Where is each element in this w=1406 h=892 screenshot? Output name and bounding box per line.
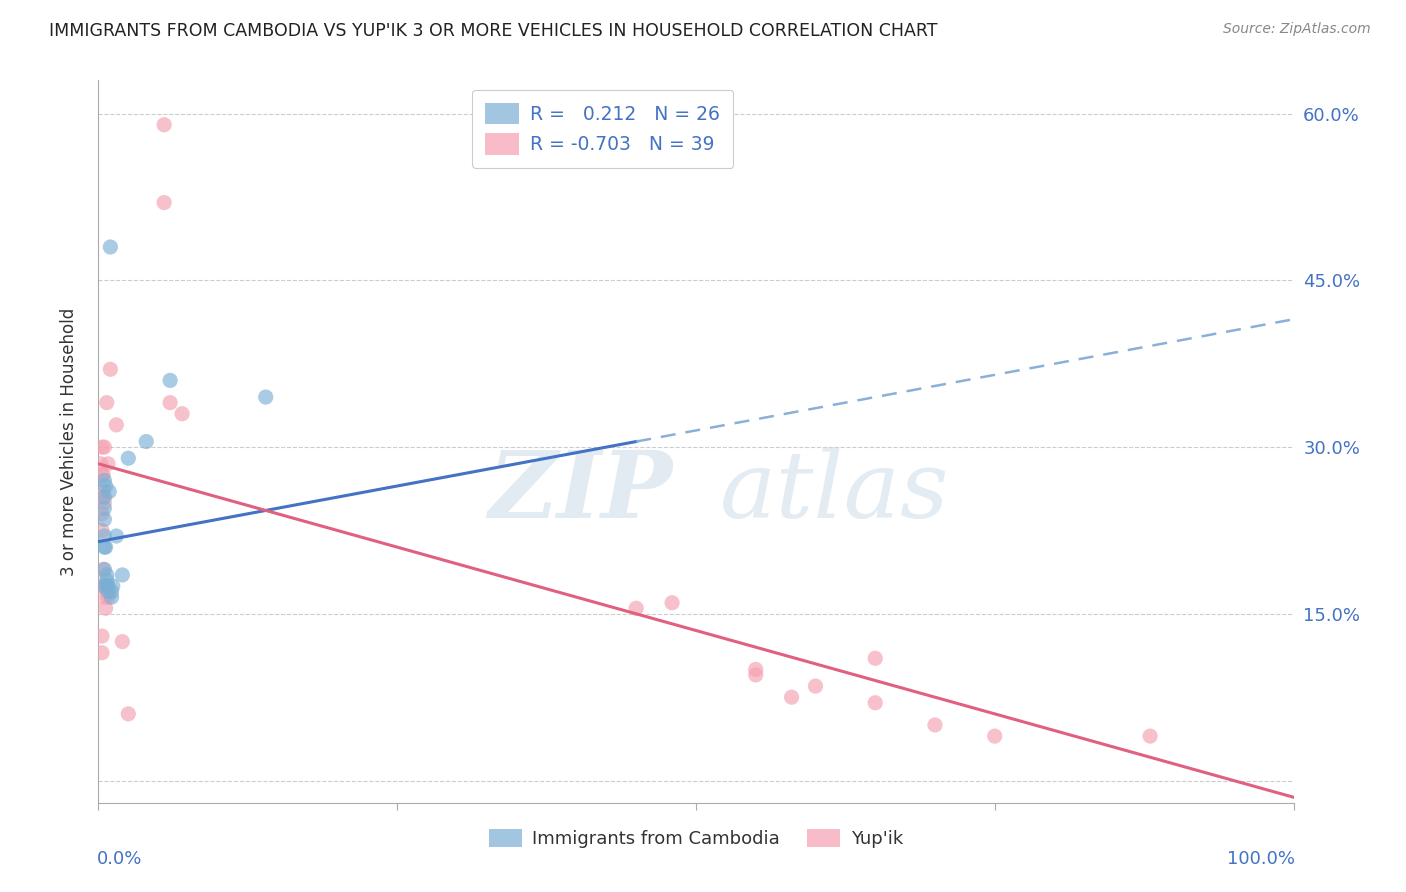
Point: [111, 634, 134, 648]
Point: [98, 362, 122, 376]
Point: [91, 490, 114, 504]
Point: [97, 584, 120, 599]
Text: ZIP: ZIP: [488, 447, 672, 537]
Point: [100, 590, 122, 604]
Point: [94, 540, 117, 554]
Point: [91, 646, 114, 660]
Point: [93, 490, 115, 504]
Point: [153, 118, 176, 132]
Point: [117, 706, 139, 721]
Y-axis label: 3 or more Vehicles in Household: 3 or more Vehicles in Household: [59, 308, 77, 575]
Point: [93, 474, 115, 488]
Point: [626, 601, 648, 615]
Point: [117, 451, 139, 466]
Text: IMMIGRANTS FROM CAMBODIA VS YUP'IK 3 OR MORE VEHICLES IN HOUSEHOLD CORRELATION C: IMMIGRANTS FROM CAMBODIA VS YUP'IK 3 OR …: [49, 22, 938, 40]
Point: [94, 579, 117, 593]
Point: [101, 579, 124, 593]
Point: [91, 524, 114, 538]
Point: [100, 584, 122, 599]
Point: [865, 651, 887, 665]
Point: [804, 679, 827, 693]
Point: [94, 479, 117, 493]
Point: [91, 507, 114, 521]
Point: [98, 240, 122, 254]
Point: [90, 457, 112, 471]
Point: [93, 496, 115, 510]
Point: [924, 718, 946, 732]
Point: [153, 195, 176, 210]
Point: [984, 729, 1007, 743]
Point: [105, 417, 128, 432]
Text: 0.0%: 0.0%: [97, 850, 142, 868]
Point: [745, 662, 768, 676]
Point: [93, 440, 115, 454]
Point: [135, 434, 157, 449]
Point: [93, 501, 115, 516]
Point: [105, 529, 128, 543]
Point: [745, 668, 768, 682]
Point: [93, 562, 115, 576]
Point: [1139, 729, 1161, 743]
Point: [91, 467, 114, 482]
Point: [96, 395, 118, 409]
Point: [159, 395, 181, 409]
Point: [93, 579, 115, 593]
Point: [97, 579, 120, 593]
Point: [98, 484, 121, 499]
Point: [254, 390, 277, 404]
Legend: Immigrants from Cambodia, Yup'ik: Immigrants from Cambodia, Yup'ik: [482, 822, 910, 855]
Point: [91, 440, 114, 454]
Text: Source: ZipAtlas.com: Source: ZipAtlas.com: [1223, 22, 1371, 37]
Point: [93, 512, 115, 526]
Point: [93, 590, 115, 604]
Point: [172, 407, 194, 421]
Text: atlas: atlas: [720, 447, 949, 537]
Point: [91, 579, 114, 593]
Point: [661, 596, 683, 610]
Point: [91, 629, 114, 643]
Text: 100.0%: 100.0%: [1226, 850, 1295, 868]
Point: [97, 590, 120, 604]
Point: [865, 696, 887, 710]
Point: [91, 467, 114, 482]
Point: [96, 579, 118, 593]
Point: [111, 568, 134, 582]
Point: [780, 690, 803, 705]
Point: [91, 562, 114, 576]
Point: [159, 373, 181, 387]
Point: [94, 601, 117, 615]
Point: [93, 529, 115, 543]
Point: [93, 540, 115, 554]
Point: [96, 568, 118, 582]
Point: [96, 574, 118, 588]
Point: [91, 484, 114, 499]
Point: [97, 457, 120, 471]
